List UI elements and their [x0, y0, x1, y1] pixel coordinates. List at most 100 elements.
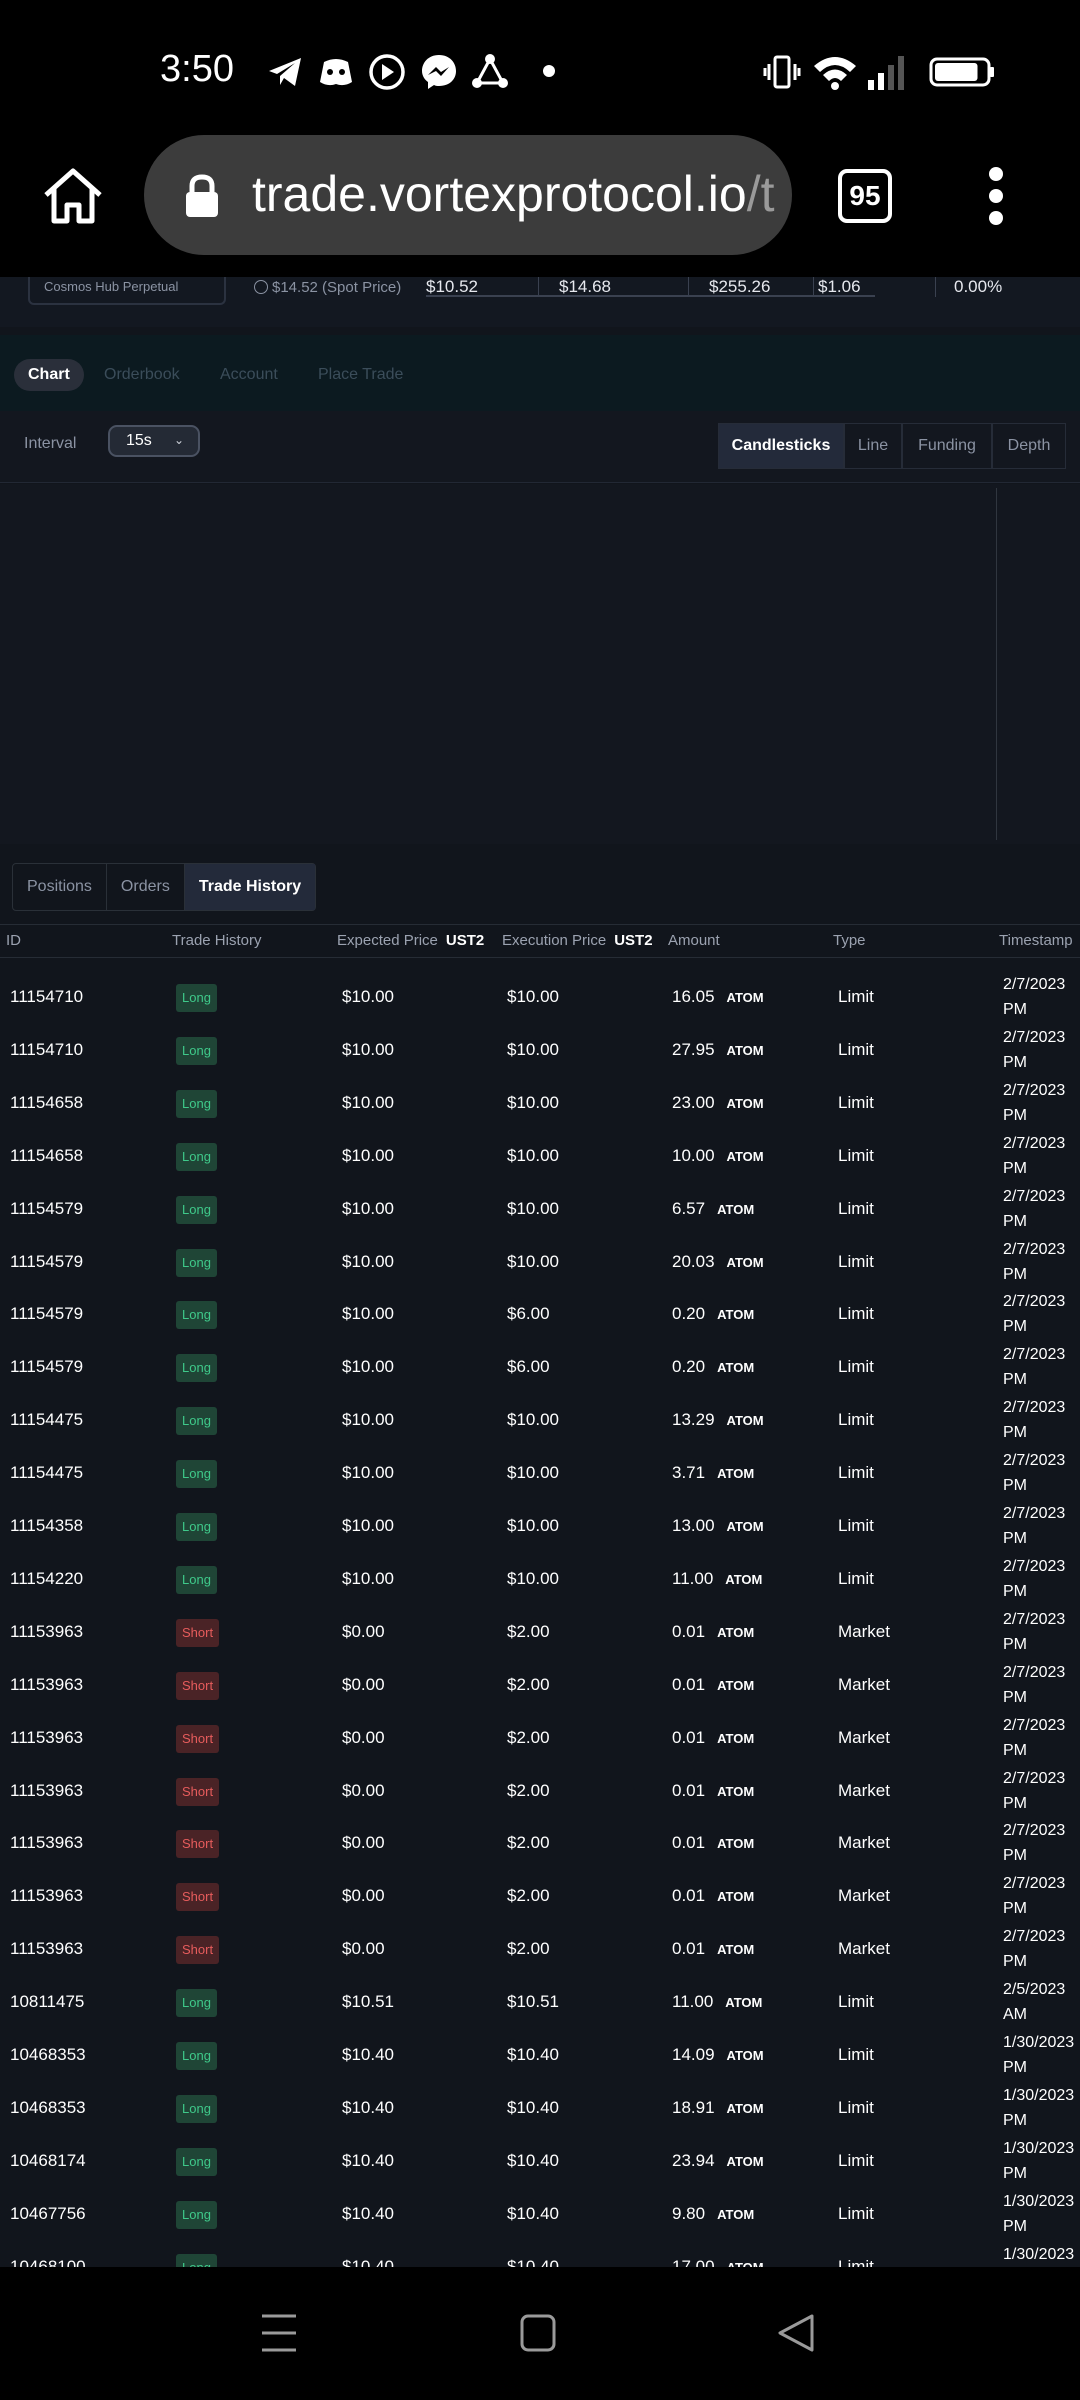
timestamp: 2/7/2023 PM [1003, 1342, 1065, 1392]
timestamp-ampm: PM [1003, 1318, 1027, 1336]
recents-menu-icon[interactable] [260, 2312, 298, 2354]
timestamp: 2/7/2023 PM [1003, 1289, 1065, 1339]
timestamp: 2/7/2023 PM [1003, 1078, 1065, 1128]
amount: 3.71 ATOM [672, 1463, 754, 1483]
table-row[interactable]: 11153963 Short $0.00 $2.00 0.01 ATOM Market 2/7… [0, 1871, 1080, 1924]
side-badge: Long [176, 1301, 217, 1330]
chart-type-line[interactable]: Line [844, 423, 902, 469]
interval-select[interactable]: 15s ⌄ [108, 425, 200, 457]
app-circle-icon [369, 54, 405, 90]
trade-id: 11154475 [10, 1410, 84, 1430]
table-row[interactable]: 11153963 Short $0.00 $2.00 0.01 ATOM Market 2/7… [0, 1818, 1080, 1871]
chart-type-funding[interactable]: Funding [902, 423, 992, 469]
amount: 0.01 ATOM [672, 1781, 754, 1801]
timestamp: 2/7/2023 PM [1003, 1607, 1065, 1657]
order-type: Limit [838, 1463, 874, 1483]
spot-price: $14.52 (Spot Price) [254, 279, 401, 296]
order-type: Limit [838, 1198, 874, 1218]
table-row[interactable]: 11154475 Long $10.00 $10.00 3.71 ATOM Limit 2/7… [0, 1448, 1080, 1501]
home-icon[interactable] [40, 163, 106, 229]
home-square-icon[interactable] [520, 2313, 556, 2353]
tab-account[interactable]: Account [220, 366, 278, 383]
timestamp: 2/7/2023 PM [1003, 1395, 1065, 1445]
expected-price: $10.00 [342, 1198, 394, 1218]
table-row[interactable]: 11154358 Long $10.00 $10.00 13.00 ATOM Limit 2/… [0, 1501, 1080, 1554]
table-row[interactable]: 11153963 Short $0.00 $2.00 0.01 ATOM Market 2/7… [0, 1607, 1080, 1660]
timestamp-ampm: PM [1003, 1106, 1027, 1124]
tab-orders[interactable]: Orders [107, 864, 185, 910]
amount-value: 0.20 [672, 1357, 706, 1377]
chart-type-depth[interactable]: Depth [992, 423, 1066, 469]
timestamp-date: 2/5/2023 [1003, 1981, 1066, 1999]
execution-price: $2.00 [507, 1727, 550, 1747]
table-row[interactable]: 11154579 Long $10.00 $6.00 0.20 ATOM Limit 2/7/… [0, 1342, 1080, 1395]
url-bar[interactable]: trade.vortexprotocol.io/t [144, 135, 792, 255]
back-icon[interactable] [776, 2313, 816, 2353]
price-chart[interactable] [0, 484, 1080, 844]
table-row[interactable]: 10468353 Long $10.40 $10.40 18.91 ATOM Limit 1/… [0, 2083, 1080, 2136]
table-row[interactable]: 10468353 Long $10.40 $10.40 14.09 ATOM Limit 1/… [0, 2030, 1080, 2083]
table-row[interactable]: 11153963 Short $0.00 $2.00 0.01 ATOM Market 2/7… [0, 1924, 1080, 1977]
divider [935, 277, 936, 297]
amount-value: 23.00 [672, 1092, 715, 1112]
table-row[interactable]: 10468174 Long $10.40 $10.40 23.94 ATOM Limit 1/… [0, 2136, 1080, 2189]
amount-value: 0.01 [672, 1833, 706, 1853]
table-row[interactable]: 11154658 Long $10.00 $10.00 10.00 ATOM Limit 2/… [0, 1131, 1080, 1184]
tab-place-trade[interactable]: Place Trade [318, 366, 404, 383]
amount-unit: ATOM [717, 1836, 755, 1852]
market-selector[interactable]: Cosmos Hub Perpetual [28, 277, 226, 305]
order-type: Market [838, 1833, 890, 1853]
table-row[interactable]: 10467756 Long $10.40 $10.40 9.80 ATOM Limit 1/3… [0, 2189, 1080, 2242]
side-badge: Long [176, 984, 217, 1012]
expected-price: $10.40 [342, 2045, 394, 2064]
timestamp-ampm: AM [1003, 2006, 1027, 2024]
amount-unit: ATOM [726, 1254, 764, 1270]
table-row[interactable]: 11154710 Long $10.00 $10.00 27.95 ATOM Limit 2/… [0, 1025, 1080, 1078]
table-row[interactable]: 11154220 Long $10.00 $10.00 11.00 ATOM Limit 2/… [0, 1554, 1080, 1607]
side-badge: Short [176, 1936, 220, 1965]
side-badge: Short [176, 1830, 220, 1859]
table-row[interactable]: 11153963 Short $0.00 $2.00 0.01 ATOM Market 2/7… [0, 1660, 1080, 1713]
order-type: Limit [838, 1992, 874, 2012]
table-row[interactable]: 10468100 Long $10.40 $10.40 17.00 ATOM Limit 1/… [0, 2242, 1080, 2267]
timestamp-ampm: PM [1003, 1265, 1027, 1283]
trade-id: 10468353 [10, 2045, 86, 2064]
order-type: Limit [838, 1410, 874, 1430]
timestamp-ampm: PM [1003, 1582, 1027, 1600]
tab-chart[interactable]: Chart [14, 359, 84, 391]
execution-price: $2.00 [507, 1621, 550, 1641]
amount-value: 0.01 [672, 1886, 706, 1906]
execution-price: $2.00 [507, 1780, 550, 1800]
timestamp-ampm: PM [1003, 1635, 1027, 1653]
browser-menu-icon[interactable] [980, 163, 1012, 229]
tab-trade-history[interactable]: Trade History [184, 864, 316, 910]
timestamp: 2/7/2023 PM [1003, 1818, 1065, 1868]
history-panel-tabs: Positions Orders Trade History [12, 863, 317, 911]
tab-orderbook[interactable]: Orderbook [104, 366, 180, 383]
execution-price: $10.00 [507, 1463, 559, 1483]
table-row[interactable]: 11154658 Long $10.00 $10.00 23.00 ATOM Limit 2/… [0, 1078, 1080, 1131]
table-row[interactable]: 11153963 Short $0.00 $2.00 0.01 ATOM Market 2/7… [0, 1766, 1080, 1819]
amount-unit: ATOM [717, 1730, 755, 1746]
side-badge: Long [176, 1195, 217, 1224]
chart-type-candlesticks[interactable]: Candlesticks [718, 423, 844, 469]
amount: 23.00 ATOM [672, 1093, 764, 1113]
table-row[interactable]: 11154579 Long $10.00 $10.00 6.57 ATOM Limit 2/7… [0, 1184, 1080, 1237]
tab-positions[interactable]: Positions [13, 864, 107, 910]
amount: 0.20 ATOM [672, 1357, 754, 1377]
trade-id: 11154220 [10, 1568, 84, 1588]
timestamp-date: 2/7/2023 [1003, 1769, 1066, 1787]
trade-id: 10468174 [10, 2150, 86, 2170]
side-badge: Long [176, 1036, 217, 1065]
expected-price: $10.51 [342, 1992, 394, 2012]
table-row[interactable]: 11154475 Long $10.00 $10.00 13.29 ATOM Limit 2/… [0, 1395, 1080, 1448]
table-row[interactable]: 11154579 Long $10.00 $6.00 0.20 ATOM Limit 2/7/… [0, 1289, 1080, 1342]
table-row[interactable]: 11153963 Short $0.00 $2.00 0.01 ATOM Market 2/7… [0, 1713, 1080, 1766]
table-row[interactable]: 11154710 Long $10.00 $10.00 16.05 ATOM Limit 2/… [0, 972, 1080, 1025]
table-row[interactable]: 11154579 Long $10.00 $10.00 20.03 ATOM Limit 2/… [0, 1237, 1080, 1290]
trade-id: 11154579 [10, 1198, 84, 1218]
table-row[interactable]: 10811475 Long $10.51 $10.51 11.00 ATOM Limit 2/… [0, 1977, 1080, 2030]
execution-price: $10.00 [507, 1039, 559, 1059]
tab-switcher-button[interactable]: 95 [838, 169, 892, 223]
side-badge: Long [176, 1354, 217, 1383]
